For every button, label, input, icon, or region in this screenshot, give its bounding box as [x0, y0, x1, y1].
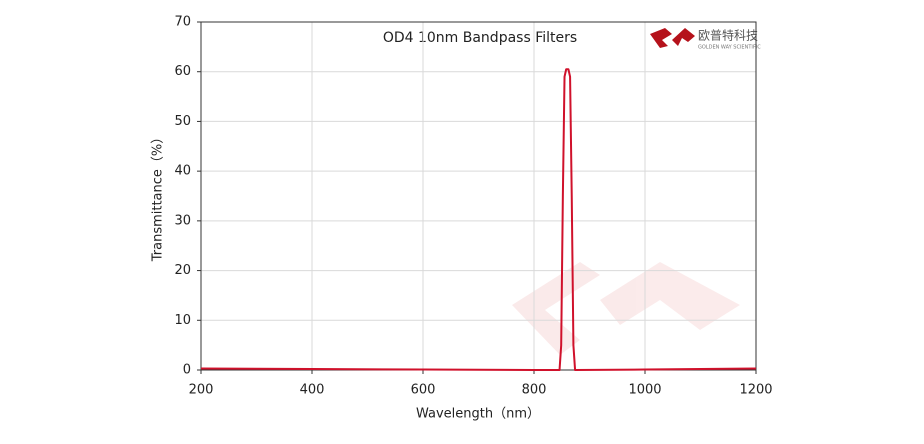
- chart-title: OD4 10nm Bandpass Filters: [383, 30, 577, 46]
- x-tick-label: 1200: [739, 383, 772, 398]
- y-tick-label: 0: [183, 363, 191, 378]
- y-tick-label: 60: [174, 64, 191, 79]
- watermark: [512, 262, 740, 355]
- y-tick-label: 50: [174, 114, 191, 129]
- y-tick-label: 70: [174, 15, 191, 30]
- x-tick-label: 400: [300, 383, 325, 398]
- y-tick-label: 10: [174, 313, 191, 328]
- data-line: [200, 68, 757, 371]
- x-tick-label: 600: [411, 383, 436, 398]
- logo-subtitle: GOLDEN WAY SCIENTIFIC: [698, 45, 761, 51]
- y-axis-label: Transmittance（%）: [151, 131, 166, 263]
- watermark-shape: [512, 262, 600, 355]
- y-tick-label: 40: [174, 164, 191, 179]
- logo-name: 欧普特科技: [698, 28, 758, 43]
- x-tick-label: 200: [189, 383, 214, 398]
- plot-frame: [200, 21, 757, 371]
- logo-mark: [672, 28, 695, 46]
- y-tick-label: 20: [174, 263, 191, 278]
- x-tick-label: 1000: [628, 383, 661, 398]
- x-tick-label: 800: [522, 383, 547, 398]
- y-tick-label: 30: [174, 213, 191, 228]
- x-axis-label: Wavelength（nm）: [416, 407, 540, 422]
- logo-mark: [650, 28, 672, 48]
- watermark-shape: [600, 262, 740, 330]
- logo: 欧普特科技 GOLDEN WAY SCIENTIFIC: [650, 28, 761, 51]
